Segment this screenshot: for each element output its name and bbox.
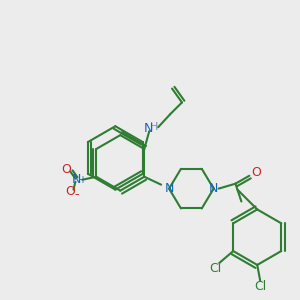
Text: N: N [144, 122, 153, 135]
Text: O: O [251, 166, 261, 179]
Text: N: N [164, 182, 174, 195]
Text: O: O [61, 163, 71, 176]
Text: +: + [78, 175, 86, 185]
Text: N: N [72, 173, 81, 186]
Text: Cl: Cl [254, 280, 266, 293]
Text: -: - [74, 188, 79, 201]
Text: H: H [150, 122, 158, 132]
Text: O: O [66, 185, 75, 198]
Text: N: N [209, 182, 218, 195]
Text: Cl: Cl [209, 262, 221, 275]
